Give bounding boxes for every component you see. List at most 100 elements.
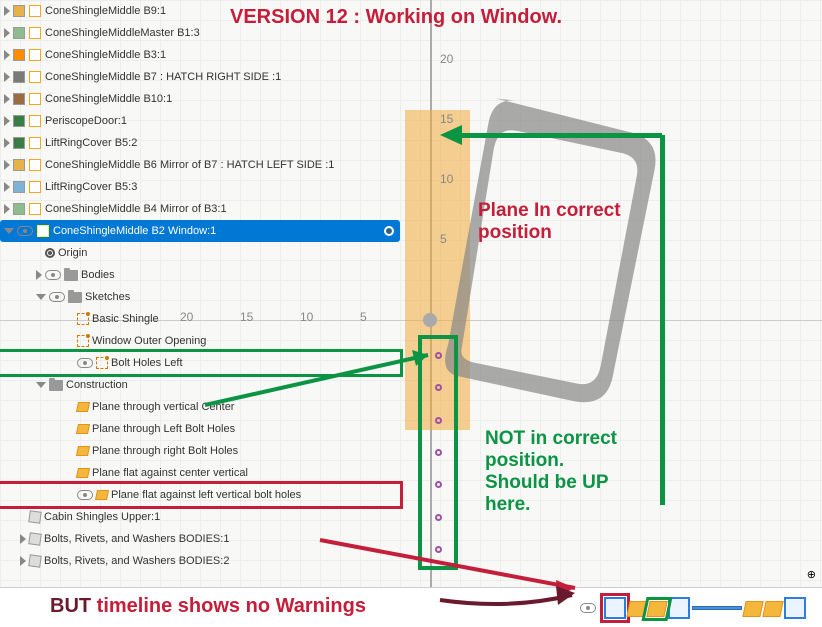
timeline-sketch-2[interactable] [668,597,690,619]
expand-icon [36,248,42,258]
expand-icon[interactable] [4,204,10,214]
expand-icon[interactable] [20,534,26,544]
component-icon [28,180,42,194]
expand-icon[interactable] [4,138,10,148]
tree-row[interactable]: Construction [0,374,400,396]
expand-icon[interactable] [20,556,26,566]
tree-row[interactable]: Plane flat against center vertical [0,462,400,484]
expand-icon[interactable] [4,228,14,234]
expand-icon[interactable] [36,382,46,388]
folder-icon [64,270,78,281]
expand-icon[interactable] [36,294,46,300]
expand-icon [68,446,74,456]
tree-row[interactable]: ConeShingleMiddle B7 : HATCH RIGHT SIDE … [0,66,400,88]
expand-icon [68,336,74,346]
timeline-plane-2[interactable] [646,601,667,617]
item-label: ConeShingleMiddle B9:1 [45,5,166,17]
tree-row[interactable]: Cabin Shingles Upper:1 [0,506,400,528]
item-label: ConeShingleMiddle B4 Mirror of B3:1 [45,203,227,215]
color-swatch [13,203,25,215]
component-icon [28,202,42,216]
sketch-icon [77,313,89,325]
visibility-icon[interactable] [49,292,65,302]
tree-row[interactable]: LiftRingCover B5:3 [0,176,400,198]
color-swatch [13,93,25,105]
plane-icon [95,490,109,500]
expand-icon[interactable] [4,72,10,82]
tree-row[interactable]: Bolts, Rivets, and Washers BODIES:2 [0,550,400,572]
arrow-line-1v [660,135,665,505]
expand-icon[interactable] [4,116,10,126]
component-icon [28,114,42,128]
tree-row[interactable]: PeriscopeDoor:1 [0,110,400,132]
browser-tree[interactable]: ConeShingleMiddle B9:1 ConeShingleMiddleM… [0,0,400,572]
expand-icon[interactable] [4,160,10,170]
item-label: ConeShingleMiddle B7 : HATCH RIGHT SIDE … [45,71,281,83]
tree-row[interactable]: Bodies [0,264,400,286]
item-label: ConeShingleMiddle B10:1 [45,93,172,105]
visibility-icon[interactable] [77,490,93,500]
sketch-icon [77,335,89,347]
item-label: LiftRingCover B5:3 [45,181,137,193]
timeline-sketch-1[interactable] [604,597,626,619]
item-label: LiftRingCover B5:2 [45,137,137,149]
tree-row[interactable]: Origin [0,242,400,264]
origin-marker [423,313,437,327]
item-label: PeriscopeDoor:1 [45,115,127,127]
tree-row[interactable]: Sketches [0,286,400,308]
timeline-expand-icon[interactable]: ⊕ [807,568,816,581]
tree-row[interactable]: ConeShingleMiddle B10:1 [0,88,400,110]
tree-row[interactable]: Window Outer Opening [0,330,400,352]
expand-icon[interactable] [4,94,10,104]
timeline-sketch-3[interactable] [784,597,806,619]
color-swatch [13,49,25,61]
expand-icon [68,402,74,412]
item-label: ConeShingleMiddleMaster B1:3 [45,27,200,39]
body-icon [28,510,42,524]
tree-row[interactable]: LiftRingCover B5:2 [0,132,400,154]
arrow-line-1h [462,133,662,138]
ruler-y-label: 15 [440,112,453,126]
item-label: Bolt Holes Left [111,357,183,369]
tree-row[interactable]: Plane through vertical Center [0,396,400,418]
activate-icon[interactable] [384,226,394,236]
tree-row[interactable]: Plane through Left Bolt Holes [0,418,400,440]
annotation-version: VERSION 12 : Working on Window. [230,6,562,29]
item-label: ConeShingleMiddle B3:1 [45,49,166,61]
color-swatch [13,5,25,17]
timeline-plane-4[interactable] [762,601,783,617]
expand-icon[interactable] [36,270,42,280]
ruler-y-label: 10 [440,172,453,186]
item-label: Plane flat against left vertical bolt ho… [111,489,301,501]
component-icon [28,26,42,40]
color-swatch [13,27,25,39]
expand-icon [68,468,74,478]
plane-icon [76,424,90,434]
tree-row[interactable]: ConeShingleMiddle B3:1 [0,44,400,66]
item-label: Bodies [81,269,115,281]
folder-icon [68,292,82,303]
visibility-icon[interactable] [45,270,61,280]
item-label: Plane through right Bolt Holes [92,445,238,457]
visibility-icon[interactable] [77,358,93,368]
tree-row[interactable]: ConeShingleMiddle B6 Mirror of B7 : HATC… [0,154,400,176]
body-icon [28,532,42,546]
timeline-plane-3[interactable] [742,601,763,617]
expand-icon[interactable] [4,182,10,192]
visibility-icon[interactable] [17,226,33,236]
timeline-plane-1[interactable] [626,601,647,617]
tree-row[interactable]: Bolts, Rivets, and Washers BODIES:1 [0,528,400,550]
expand-icon[interactable] [4,50,10,60]
tree-row[interactable]: Bolt Holes Left [0,352,400,374]
color-swatch [13,181,25,193]
tree-row[interactable]: Plane flat against left vertical bolt ho… [0,484,400,506]
folder-icon [49,380,63,391]
plane-icon [76,446,90,456]
expand-icon[interactable] [4,28,10,38]
tree-row[interactable]: Plane through right Bolt Holes [0,440,400,462]
expand-icon[interactable] [4,6,10,16]
window-outline [434,90,665,419]
tree-row[interactable]: ConeShingleMiddle B4 Mirror of B3:1 [0,198,400,220]
tree-row-selected[interactable]: ConeShingleMiddle B2 Window:1 [0,220,400,242]
tree-row[interactable]: Basic Shingle [0,308,400,330]
